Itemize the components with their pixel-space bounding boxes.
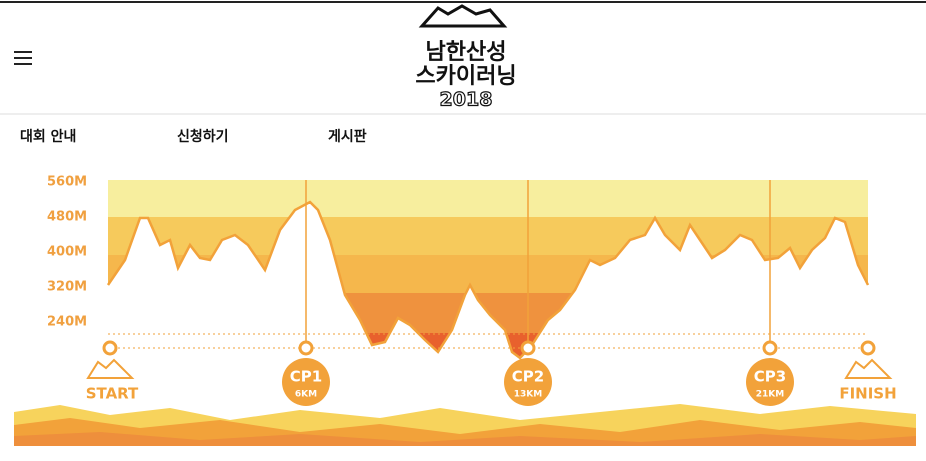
logo-year: 2018 [440,89,493,111]
checkpoint-dot [860,340,876,356]
checkpoint-dot [520,340,536,356]
elevation-label: 400M [47,245,87,260]
profile-line [106,200,870,360]
checkpoint-badge [746,358,794,406]
elevation-label: 320M [47,280,87,295]
logo[interactable]: 남한산성 스카이러닝 2018 [415,4,517,111]
checkpoint-badge [504,358,552,406]
checkpoint-dot [298,340,314,356]
nav-item[interactable]: 게시판 [328,129,367,145]
checkpoint-badge [282,358,330,406]
checkpoint-name: START [86,385,139,403]
nav-item[interactable]: 신청하기 [177,129,229,145]
nav-item[interactable]: 대회 안내 [20,129,77,145]
elevation-label: 240M [47,315,87,330]
mountain-icon [844,358,893,379]
mountain-icon [86,358,135,379]
guide-lines [108,333,868,349]
checkpoint-name: FINISH [839,385,896,403]
checkpoint-name: CP3 [754,368,786,386]
elevation-labels: 560M 480M 400M 320M 240M [47,175,87,330]
checkpoint-distance: 21KM [756,390,784,400]
logo-line: 남한산성 [426,40,507,65]
elevation-label: 480M [47,210,87,225]
checkpoint-name: CP1 [290,368,322,386]
logo-line: 스카이러닝 [415,64,516,89]
checkpoint-distance: 6KM [295,390,317,400]
checkpoint-distance: 13KM [514,390,542,400]
bottom-hills [14,404,916,446]
checkpoint-name: CP2 [512,368,544,386]
profile-mask [108,202,868,365]
checkpoints: START CP1 6KM CP2 13KM CP3 21KM FINISH [86,180,897,406]
checkpoint-dot [762,340,778,356]
menu-button[interactable] [14,51,32,65]
checkpoint-dot [102,340,118,356]
elevation-label: 560M [47,175,87,190]
